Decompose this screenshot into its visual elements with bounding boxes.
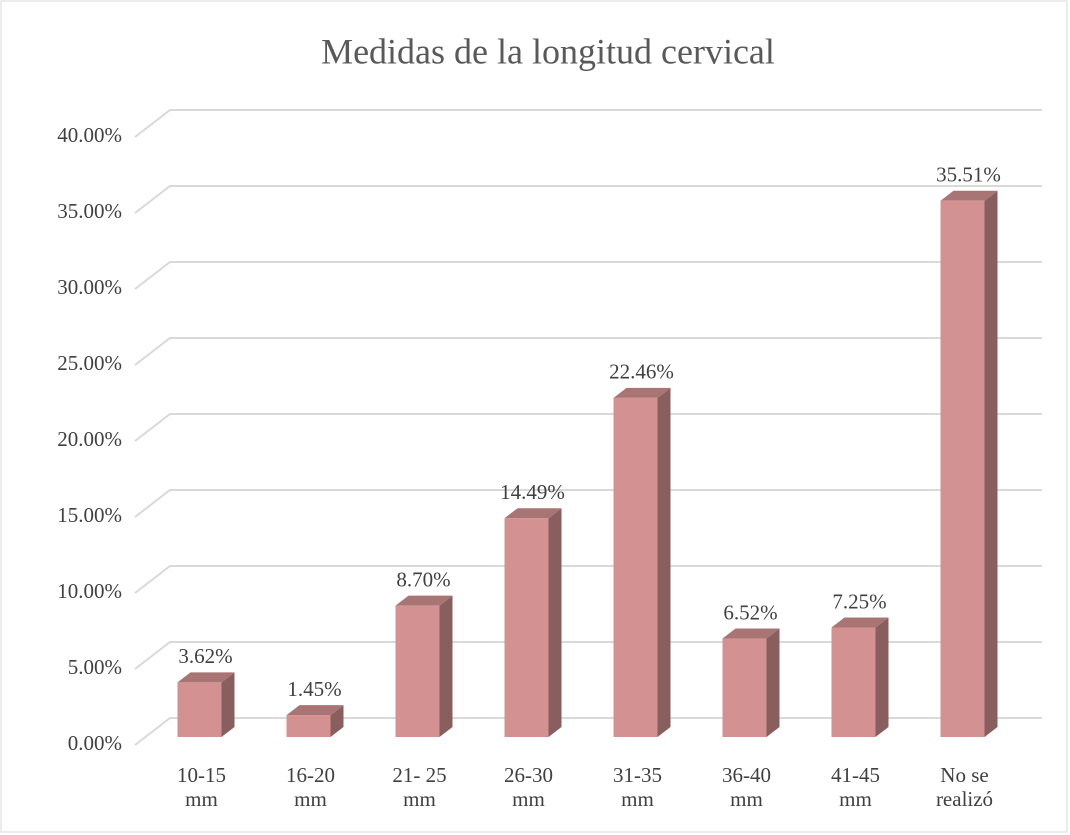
bar-side xyxy=(221,672,235,737)
bar xyxy=(395,605,440,737)
data-label: 35.51% xyxy=(936,163,1001,187)
bar-side xyxy=(548,508,562,737)
y-tick-label: 5.00% xyxy=(68,655,122,679)
bar-side xyxy=(766,628,780,737)
y-tick-label: 15.00% xyxy=(57,503,122,527)
bar-top xyxy=(613,387,671,398)
grid-line xyxy=(134,413,1042,442)
bar xyxy=(722,638,767,737)
grid-line xyxy=(134,565,1042,594)
data-label: 3.62% xyxy=(178,644,232,668)
data-label: 1.45% xyxy=(287,677,341,701)
x-tick-label: 26-30 mm xyxy=(504,763,553,811)
y-tick-label: 35.00% xyxy=(57,199,122,223)
y-tick-label: 30.00% xyxy=(57,275,122,299)
x-tick-label: No se realizó xyxy=(935,763,994,811)
chart-title: Medidas de la longitud cervical xyxy=(321,31,775,71)
bar xyxy=(177,682,222,737)
grid-line xyxy=(134,261,1042,290)
y-tick-label: 40.00% xyxy=(57,123,122,147)
bar-top xyxy=(722,628,780,639)
y-tick-label: 10.00% xyxy=(57,579,122,603)
bar xyxy=(940,200,985,737)
x-tick-label: 10-15 mm xyxy=(177,763,226,811)
grid-line xyxy=(134,489,1042,518)
x-tick-label: 16-20 mm xyxy=(286,763,335,811)
bar xyxy=(831,627,876,737)
bar-top xyxy=(395,595,453,606)
bar-side xyxy=(330,705,344,737)
y-tick-label: 25.00% xyxy=(57,351,122,375)
data-label: 6.52% xyxy=(723,600,777,624)
grid-line xyxy=(134,337,1042,366)
bar-side xyxy=(875,617,889,737)
data-label: 22.46% xyxy=(609,360,674,384)
bar-top xyxy=(286,705,344,716)
bar xyxy=(613,397,658,737)
x-tick-label: 31-35 mm xyxy=(613,763,662,811)
y-tick-label: 0.00% xyxy=(68,731,122,755)
bar-side xyxy=(657,387,671,737)
bar-top xyxy=(940,190,998,201)
bar xyxy=(504,518,549,737)
grid-line xyxy=(134,185,1042,214)
data-label: 14.49% xyxy=(500,480,565,504)
bar-top xyxy=(504,508,562,519)
x-tick-label: 21- 25 mm xyxy=(392,763,447,811)
x-tick-label: 41-45 mm xyxy=(831,763,880,811)
bar-side xyxy=(984,190,998,737)
x-tick-label: 36-40 mm xyxy=(722,763,771,811)
bar-top xyxy=(831,617,889,628)
bar-side xyxy=(439,595,453,737)
bar-top xyxy=(177,672,235,683)
data-label: 7.25% xyxy=(832,589,886,613)
grid-line xyxy=(134,109,1042,138)
y-tick-label: 20.00% xyxy=(57,427,122,451)
bar xyxy=(286,715,331,737)
data-label: 8.70% xyxy=(396,567,450,591)
